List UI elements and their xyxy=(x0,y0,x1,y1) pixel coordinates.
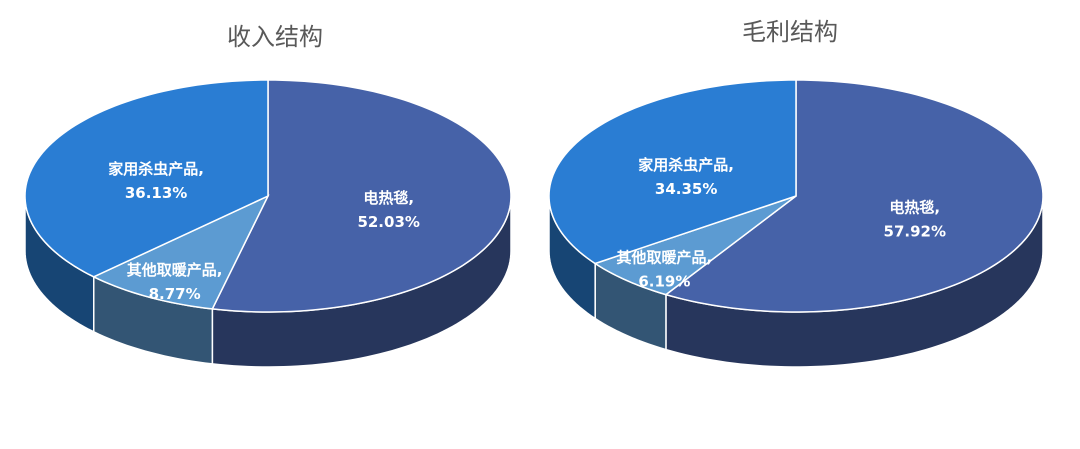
slice xyxy=(548,79,797,265)
chart-title: 毛利结构 xyxy=(742,18,838,46)
data-label-value: 8.77% xyxy=(149,285,201,303)
chart-title: 收入结构 xyxy=(227,23,323,51)
data-label-value: 6.19% xyxy=(638,273,690,291)
data-label-value: 36.13% xyxy=(125,184,187,202)
data-label-name: 其他取暖产品, xyxy=(617,249,713,267)
slice xyxy=(211,79,512,313)
slice xyxy=(24,79,269,278)
slice xyxy=(91,194,270,310)
data-label-value: 57.92% xyxy=(884,222,946,240)
data-label-name: 其他取暖产品, xyxy=(127,261,223,279)
data-label-name: 家用杀虫产品, xyxy=(638,156,734,174)
data-label-value: 52.03% xyxy=(357,213,419,231)
slice xyxy=(664,79,1044,313)
data-label-name: 家用杀虫产品, xyxy=(108,160,204,178)
data-label-name: 电热毯, xyxy=(363,189,414,207)
data-label-name: 电热毯, xyxy=(889,198,940,216)
data-label-value: 34.35% xyxy=(655,180,717,198)
slice xyxy=(593,195,797,296)
